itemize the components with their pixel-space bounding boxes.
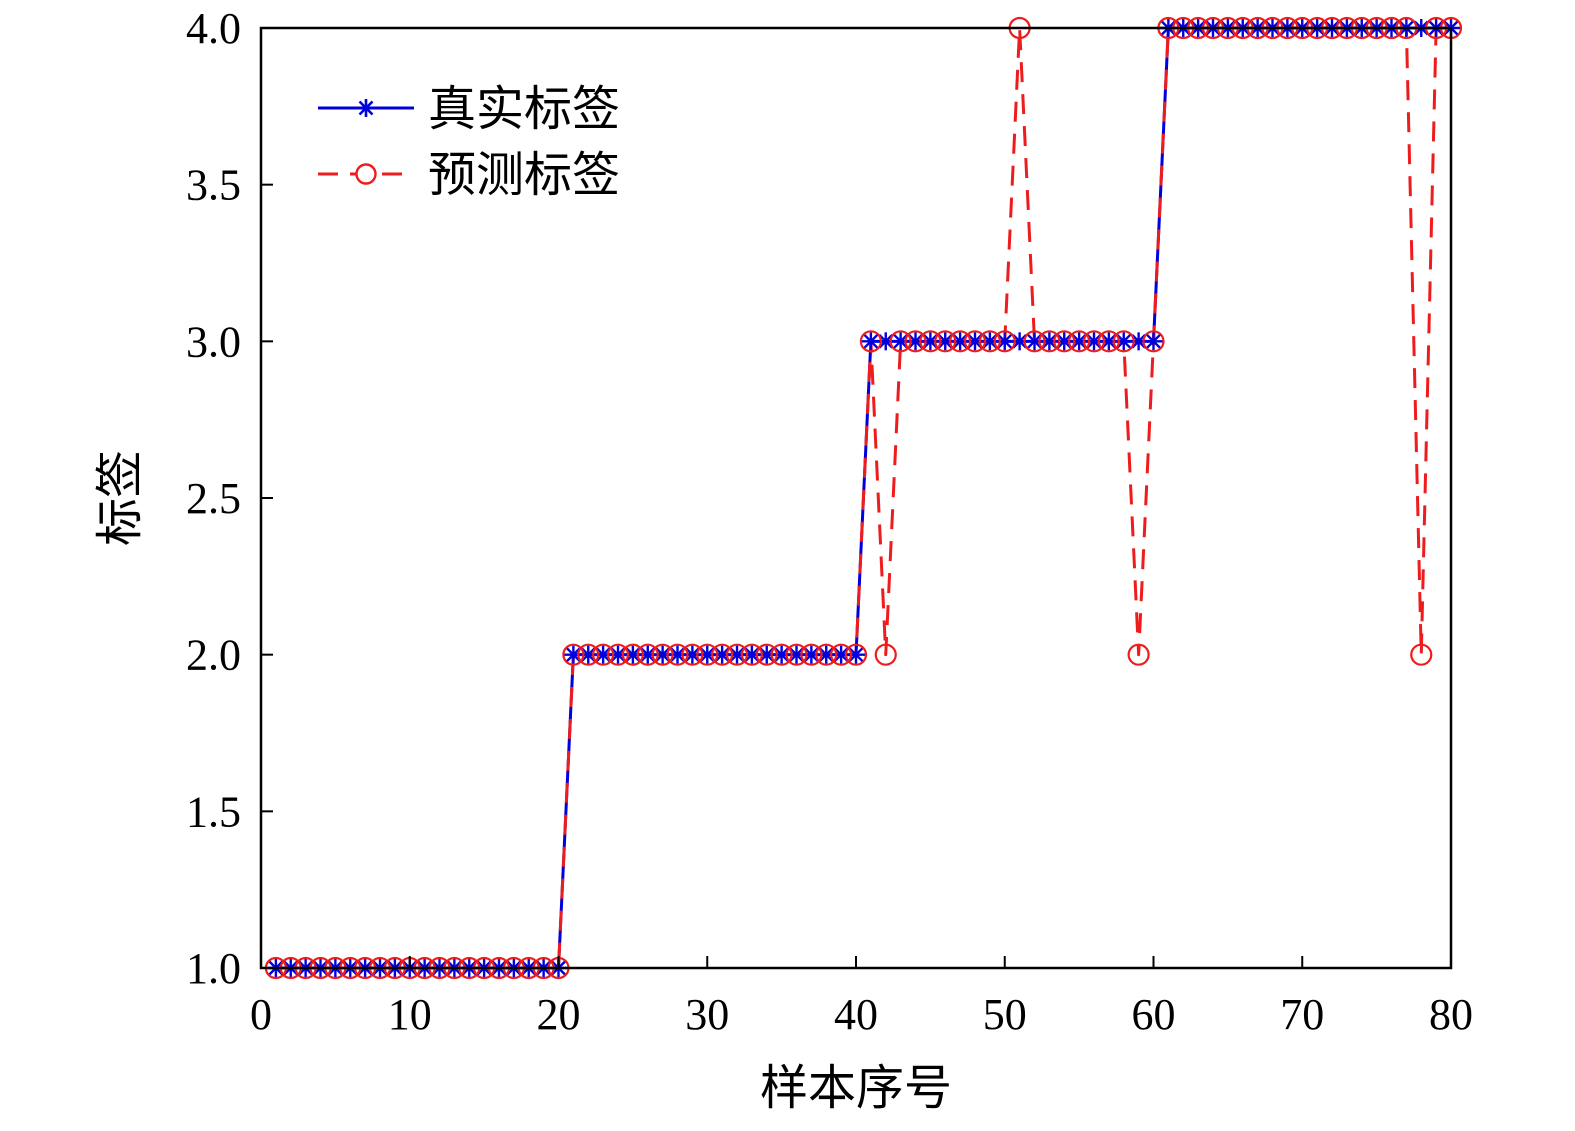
x-tick-label: 0 [250,990,272,1039]
data-point-predicted-label [978,330,1001,353]
x-tick-label: 40 [834,990,878,1039]
data-point-predicted-label [1142,330,1165,353]
y-tick-label: 2.5 [186,474,241,523]
data-point-predicted-label [815,643,838,666]
x-tick-label: 60 [1132,990,1176,1039]
data-point-predicted-label [666,643,689,666]
x-tick-label: 80 [1429,990,1473,1039]
data-point-predicted-label [1097,330,1120,353]
x-axis-label: 样本序号 [760,1062,952,1115]
y-tick-label: 3.5 [186,161,241,210]
data-point-predicted-label [1068,330,1091,353]
data-point-true-label [1114,332,1133,351]
data-point-predicted-label [949,330,972,353]
data-point-predicted-label [963,330,987,353]
data-point-predicted-label [889,330,912,353]
data-point-predicted-label [1082,330,1106,353]
data-point-predicted-label [606,643,630,666]
data-point-predicted-label [577,643,600,666]
data-point-predicted-label [740,643,763,666]
ticks-layer: 0 10 20 30 40 50 60 70 80 1.0 1.5 2.0 2.5 3.0 3.5 4.0 [186,4,1473,1039]
data-point-true-label [802,645,821,664]
data-point-predicted-label [711,643,734,666]
data-point-predicted-label [934,330,957,353]
data-point-predicted-label [904,330,927,353]
y-axis-label: 标签 [94,450,147,546]
data-point-true-label [921,332,940,351]
data-point-predicted-label [621,643,644,666]
y-tick-label: 3.0 [186,317,241,366]
x-tick-label: 50 [983,990,1027,1039]
data-point-predicted-label [681,643,704,666]
data-point-predicted-label [785,643,808,666]
data-point-true-label [1099,332,1118,351]
x-tick-label: 20 [537,990,581,1039]
data-point-true-label [876,332,895,351]
data-point-predicted-label [592,643,615,666]
data-point-predicted-label [1038,330,1061,353]
y-tick-label: 1.5 [186,787,241,836]
data-point-predicted-label [1023,330,1046,353]
data-point-true-label [847,645,865,664]
data-point-predicted-label [830,643,853,666]
data-point-predicted-label [1127,643,1150,666]
legend-label-predicted-label: 预测标签 [428,149,620,202]
data-point-predicted-label [993,330,1016,353]
data-point-predicted-label [770,643,793,666]
legend-marker-predicted-label [355,163,377,185]
data-point-predicted-label [696,643,719,666]
data-point-predicted-label [844,643,868,666]
data-point-predicted-label [725,643,749,666]
data-point-predicted-label [1410,643,1433,666]
y-tick-label: 4.0 [186,4,241,53]
data-point-predicted-label [1053,330,1076,353]
data-point-predicted-label [874,643,897,666]
data-point-true-label [1040,332,1059,351]
data-point-predicted-label [1112,330,1135,353]
data-point-predicted-label [800,643,823,666]
data-point-true-label [980,332,999,351]
legend: 真实标签 预测标签 [318,83,620,202]
data-point-true-label [1144,332,1163,351]
y-tick-label: 2.0 [186,631,241,680]
data-point-predicted-label [636,643,659,666]
legend-marker-true-label [357,99,375,117]
x-tick-label: 30 [685,990,729,1039]
legend-entry-true-label: 真实标签 [318,83,620,136]
y-tick-label: 1.0 [186,944,241,993]
legend-label-true-label: 真实标签 [428,83,620,136]
data-point-predicted-label [919,330,942,353]
data-point-true-label [638,645,657,664]
legend-entry-predicted-label: 预测标签 [318,149,620,202]
data-point-predicted-label [562,643,585,666]
data-point-predicted-label [651,643,674,666]
x-tick-label: 70 [1280,990,1324,1039]
data-point-predicted-label [859,330,882,353]
data-point-predicted-label [755,643,778,666]
x-tick-label: 10 [388,990,432,1039]
